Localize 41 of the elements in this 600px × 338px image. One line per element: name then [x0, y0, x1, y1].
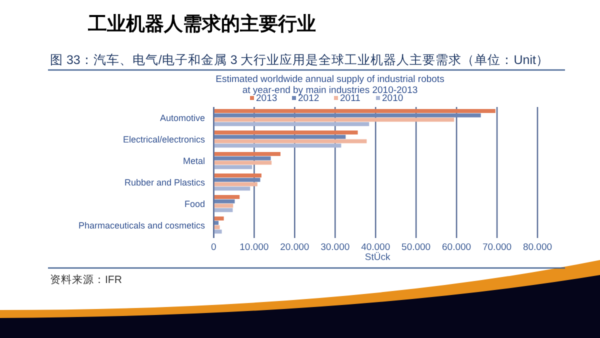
- bar: [214, 156, 271, 160]
- y-tick-label: Metal: [182, 156, 205, 166]
- x-tick-label: 40.000: [361, 242, 390, 253]
- y-tick-label: Food: [184, 199, 205, 210]
- bar: [214, 186, 250, 191]
- x-tick-label: 30.000: [320, 242, 350, 253]
- y-tick-label: Rubber and Plastics: [124, 178, 206, 188]
- chart-title: 工业机器人需求的主要行业: [87, 13, 316, 35]
- x-tick-label: 80.000: [522, 242, 552, 253]
- y-tick-label: Automotive: [160, 113, 205, 124]
- x-tick-label: 0: [211, 242, 216, 253]
- x-tick-label: 60.000: [442, 242, 472, 253]
- text: 资料来源：IFR: [50, 273, 122, 286]
- bar: [214, 122, 370, 126]
- bar: [214, 178, 260, 182]
- legend-label: 2012: [298, 93, 320, 104]
- bar: [214, 174, 262, 178]
- x-axis-title: StÜck: [364, 252, 391, 263]
- chart-subtitle: 图 33：汽车、电气/电子和金属 3 大行业应用是全球工业机器人主要需求（单位：Unit）: [50, 52, 549, 67]
- y-tick-label: Electrical/electronics: [122, 134, 206, 145]
- bar: [214, 195, 240, 199]
- bar: [214, 216, 224, 220]
- x-tick-label: 20.000: [280, 242, 310, 253]
- bar: [214, 208, 233, 212]
- bar: [214, 165, 252, 170]
- legend-label: 2010: [382, 93, 404, 104]
- bar: [214, 144, 342, 148]
- y-tick-label: Pharmaceuticals and cosmetics: [78, 220, 206, 231]
- text: Estimated worldwide annual supply of industrial robots at year-end by main industries 2010-2013: [216, 74, 445, 96]
- x-tick-label: 70.000: [482, 242, 512, 253]
- x-tick-label: 10.000: [240, 242, 269, 253]
- bar: [214, 199, 235, 204]
- x-tick-label: 50.000: [402, 242, 431, 253]
- bar: [214, 230, 222, 234]
- legend-label: 2011: [340, 93, 360, 104]
- bar: [214, 134, 346, 139]
- legend-label: 2013: [256, 93, 278, 104]
- bar: [214, 130, 358, 134]
- bar: [214, 113, 481, 118]
- bar: [214, 152, 280, 156]
- bar: [214, 109, 496, 113]
